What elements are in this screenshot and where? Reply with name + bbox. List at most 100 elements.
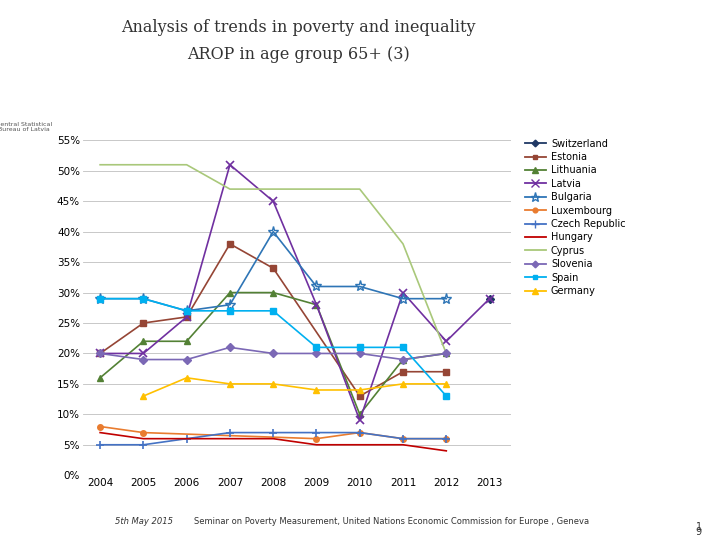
Bulgaria	[399, 295, 408, 302]
Luxembourg	[356, 429, 364, 436]
Germany	[442, 381, 451, 387]
Germany	[399, 381, 408, 387]
Cyprus	[225, 186, 234, 192]
Czech Republic	[356, 429, 364, 436]
Slovenia	[96, 350, 104, 357]
Latvia	[399, 289, 408, 296]
Line: Spain: Spain	[97, 296, 449, 399]
Lithuania	[269, 289, 277, 296]
Bulgaria	[225, 301, 234, 308]
Cyprus	[139, 161, 148, 168]
Line: Slovenia: Slovenia	[97, 345, 449, 362]
Lithuania	[139, 338, 148, 345]
Latvia	[225, 161, 234, 168]
Hungary	[399, 442, 408, 448]
Hungary	[139, 435, 148, 442]
Czech Republic	[399, 435, 408, 442]
Germany	[225, 381, 234, 387]
Czech Republic	[182, 435, 191, 442]
Text: Central Statistical
Bureau of Latvia: Central Statistical Bureau of Latvia	[0, 122, 52, 132]
Hungary	[96, 429, 104, 436]
Cyprus	[356, 186, 364, 192]
Latvia	[356, 417, 364, 424]
Luxembourg	[312, 435, 321, 442]
Cyprus	[399, 241, 408, 247]
Luxembourg	[442, 435, 451, 442]
Czech Republic	[269, 429, 277, 436]
Line: Latvia: Latvia	[96, 160, 494, 424]
Latvia	[485, 295, 494, 302]
Lithuania	[312, 301, 321, 308]
Germany	[356, 387, 364, 393]
Lithuania	[442, 350, 451, 357]
Estonia	[269, 265, 277, 272]
Spain	[356, 344, 364, 350]
Line: Luxembourg: Luxembourg	[97, 424, 449, 442]
Czech Republic	[96, 442, 104, 448]
Lithuania	[225, 289, 234, 296]
Line: Cyprus: Cyprus	[100, 165, 446, 354]
Slovenia	[399, 356, 408, 363]
Lithuania	[96, 375, 104, 381]
Latvia	[139, 350, 148, 357]
Spain	[442, 393, 451, 399]
Bulgaria	[356, 284, 364, 290]
Luxembourg	[96, 423, 104, 430]
Latvia	[269, 198, 277, 205]
Lithuania	[399, 356, 408, 363]
Slovenia	[269, 350, 277, 357]
Estonia	[96, 350, 104, 357]
Slovenia	[356, 350, 364, 357]
Hungary	[269, 435, 277, 442]
Legend: Switzerland, Estonia, Lithuania, Latvia, Bulgaria, Luxembourg, Czech Republic, H: Switzerland, Estonia, Lithuania, Latvia,…	[525, 139, 626, 296]
Slovenia	[442, 350, 451, 357]
Line: Germany: Germany	[140, 374, 450, 400]
Lithuania	[182, 338, 191, 345]
Slovenia	[139, 356, 148, 363]
Bulgaria	[442, 295, 451, 302]
Hungary	[182, 435, 191, 442]
Slovenia	[225, 344, 234, 350]
Text: 1: 1	[696, 522, 702, 532]
Text: Seminar on Poverty Measurement, United Nations Economic Commission for Europe , : Seminar on Poverty Measurement, United N…	[194, 517, 590, 526]
Germany	[139, 393, 148, 399]
Line: Estonia: Estonia	[97, 241, 449, 399]
Bulgaria	[269, 228, 277, 235]
Lithuania	[356, 411, 364, 417]
Hungary	[312, 442, 321, 448]
Spain	[269, 308, 277, 314]
Estonia	[356, 393, 364, 399]
Cyprus	[442, 350, 451, 357]
Germany	[269, 381, 277, 387]
Bulgaria	[312, 284, 321, 290]
Estonia	[182, 314, 191, 320]
Text: 5th May 2015: 5th May 2015	[115, 517, 174, 526]
Line: Bulgaria: Bulgaria	[94, 226, 452, 316]
Bulgaria	[139, 295, 148, 302]
Estonia	[225, 241, 234, 247]
Latvia	[96, 350, 104, 357]
Text: AROP in age group 65+ (3): AROP in age group 65+ (3)	[187, 46, 410, 63]
Czech Republic	[312, 429, 321, 436]
Line: Czech Republic: Czech Republic	[96, 428, 451, 449]
Estonia	[442, 368, 451, 375]
Czech Republic	[225, 429, 234, 436]
Czech Republic	[139, 442, 148, 448]
Estonia	[139, 320, 148, 326]
Latvia	[312, 301, 321, 308]
Spain	[96, 295, 104, 302]
Germany	[182, 375, 191, 381]
Hungary	[225, 435, 234, 442]
Luxembourg	[399, 435, 408, 442]
Text: 9: 9	[696, 527, 702, 537]
Slovenia	[182, 356, 191, 363]
Line: Lithuania: Lithuania	[96, 289, 450, 418]
Text: Analysis of trends in poverty and inequality: Analysis of trends in poverty and inequa…	[122, 19, 476, 36]
Spain	[399, 344, 408, 350]
Luxembourg	[139, 429, 148, 436]
Slovenia	[312, 350, 321, 357]
Germany	[312, 387, 321, 393]
Cyprus	[269, 186, 277, 192]
Czech Republic	[442, 435, 451, 442]
Hungary	[356, 442, 364, 448]
